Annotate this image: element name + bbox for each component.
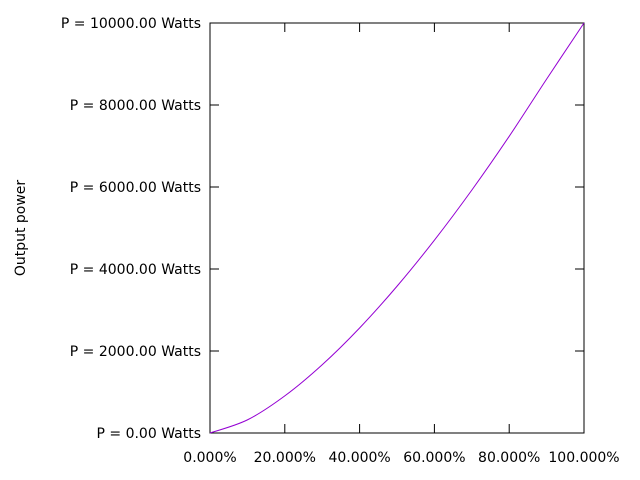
tick-marks xyxy=(209,22,585,434)
plot-frame xyxy=(209,22,585,434)
y-tick-label: P = 4000.00 Watts xyxy=(70,262,201,278)
y-tick-label: P = 0.00 Watts xyxy=(97,426,202,442)
x-tick-label: 40.000% xyxy=(328,450,390,466)
y-axis-label: Output power xyxy=(13,180,29,277)
series-line xyxy=(209,22,585,434)
y-tick-label: P = 2000.00 Watts xyxy=(70,344,201,360)
series-lines xyxy=(209,22,585,434)
y-tick-label: P = 8000.00 Watts xyxy=(70,98,201,114)
y-tick-label: P = 10000.00 Watts xyxy=(61,16,201,32)
x-tick-labels: 0.000% 20.000% 40.000% 60.000% 80.000% 100.00… xyxy=(183,450,619,466)
x-tick-label: 80.000% xyxy=(478,450,540,466)
y-tick-label: P = 6000.00 Watts xyxy=(70,180,201,196)
x-tick-label: 20.000% xyxy=(254,450,316,466)
x-tick-label: 0.000% xyxy=(183,450,236,466)
x-tick-label: 60.000% xyxy=(403,450,465,466)
y-tick-labels: P = 0.00 Watts P = 2000.00 Watts P = 4000.… xyxy=(61,16,201,442)
x-tick-label: 100.000% xyxy=(548,450,619,466)
